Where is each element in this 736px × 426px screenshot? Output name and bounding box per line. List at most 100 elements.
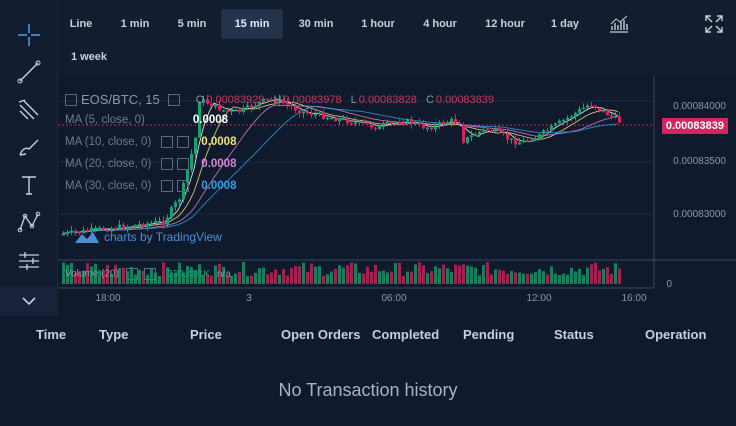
- transaction-history: Time Type Price Open Orders Completed Pe…: [0, 316, 736, 426]
- volume-bar: [338, 265, 341, 284]
- brush-icon[interactable]: [12, 133, 46, 163]
- trend-line-icon[interactable]: [12, 57, 46, 87]
- volume-bar: [398, 262, 401, 284]
- crosshair-icon[interactable]: [12, 20, 46, 50]
- col-time: Time: [36, 327, 67, 342]
- volume-bar: [94, 263, 97, 284]
- candle-body: [298, 110, 301, 114]
- volume-bar: [502, 270, 505, 284]
- col-operation: Operation: [645, 327, 707, 342]
- candle-body: [194, 137, 197, 154]
- interval-30min[interactable]: 30 min: [298, 18, 334, 30]
- candle-body: [98, 227, 101, 230]
- candle-body: [150, 222, 153, 225]
- pitchfork-icon[interactable]: [12, 95, 46, 125]
- volume-bar: [442, 264, 445, 284]
- candle-body: [130, 226, 133, 228]
- candle-body: [78, 231, 81, 234]
- price-chart[interactable]: EOS/BTC, 15 O 0.00083929 H 0.00083978 L 0.0…: [58, 76, 736, 316]
- interval-1day[interactable]: 1 day: [550, 18, 580, 30]
- volume-bar: [618, 268, 621, 284]
- candle-body: [106, 230, 109, 232]
- indicators-icon[interactable]: [607, 12, 631, 36]
- volume-bar: [378, 271, 381, 284]
- volume-bar: [330, 271, 333, 284]
- ma30-close-icon[interactable]: [177, 180, 190, 192]
- collapse-icon[interactable]: [0, 286, 58, 316]
- interval-1min[interactable]: 1 min: [120, 18, 150, 30]
- pattern-icon[interactable]: [12, 208, 46, 238]
- volume-bar: [494, 269, 497, 284]
- fullscreen-icon[interactable]: [702, 12, 726, 36]
- volume-bar: [426, 273, 429, 284]
- volume-bar: [526, 273, 529, 284]
- volume-bar: [166, 267, 169, 284]
- ma10-settings-icon[interactable]: [161, 136, 174, 148]
- interval-line[interactable]: Line: [69, 18, 93, 30]
- collapse-legend-icon[interactable]: [65, 93, 77, 106]
- candle-body: [538, 133, 541, 140]
- candle-body: [170, 207, 173, 218]
- volume-zero-tick: 0: [666, 279, 672, 290]
- ohlc-close: 0.00083839: [435, 93, 495, 106]
- candle-body: [350, 123, 353, 125]
- ma20-settings-icon[interactable]: [161, 158, 174, 170]
- candle-body: [418, 122, 421, 125]
- volume-close-icon[interactable]: [144, 268, 157, 280]
- ma30-legend: MA (30, close, 0) 0.0008: [65, 180, 236, 192]
- candle-body: [494, 128, 497, 132]
- ma-line: [61, 101, 619, 235]
- candle-body: [234, 109, 237, 112]
- volume-bar: [446, 268, 449, 284]
- interval-1hour[interactable]: 1 hour: [361, 18, 395, 30]
- volume-bar: [298, 266, 301, 284]
- volume-bar: [386, 272, 389, 284]
- candle-body: [158, 220, 161, 223]
- interval-4hour[interactable]: 4 hour: [423, 18, 457, 30]
- volume-bar: [86, 263, 89, 284]
- candle-body: [94, 227, 97, 230]
- candle-body: [598, 107, 601, 111]
- candle-body: [446, 122, 449, 125]
- volume-bar: [366, 266, 369, 284]
- symbol-settings-icon[interactable]: [167, 93, 180, 106]
- volume-bar: [78, 271, 81, 284]
- ma10-value: 0.0008: [201, 136, 237, 148]
- ma10-label: MA (10, close, 0): [65, 136, 152, 148]
- volume-bar: [358, 272, 361, 284]
- ma20-value: 0.0008: [201, 158, 237, 170]
- measure-icon[interactable]: [12, 246, 46, 276]
- candle-body: [174, 202, 177, 208]
- ma30-settings-icon[interactable]: [161, 180, 174, 192]
- candle-body: [286, 103, 289, 105]
- ma30-label: MA (30, close, 0): [65, 180, 152, 192]
- tradingview-logo-icon: [75, 232, 99, 243]
- last-price-badge: 0.00083839: [661, 118, 728, 134]
- ma10-close-icon[interactable]: [177, 136, 190, 148]
- volume-bar: [250, 275, 253, 284]
- candle-body: [506, 133, 509, 140]
- price-tick-1: 0.00084000: [673, 101, 726, 112]
- interval-5min[interactable]: 5 min: [177, 18, 207, 30]
- tradingview-watermark[interactable]: charts by TradingView: [74, 230, 222, 244]
- text-icon[interactable]: [12, 170, 46, 200]
- ma20-close-icon[interactable]: [177, 158, 190, 170]
- candle-body: [490, 130, 493, 132]
- volume-bar: [346, 265, 349, 284]
- volume-bar: [294, 266, 297, 284]
- interval-1week[interactable]: 1 week: [70, 51, 108, 63]
- volume-bar: [602, 268, 605, 284]
- candle-body: [422, 123, 425, 129]
- volume-bar: [558, 275, 561, 284]
- interval-15min[interactable]: 15 min: [221, 9, 283, 39]
- empty-history-message: No Transaction history: [278, 380, 458, 400]
- interval-12hour[interactable]: 12 hour: [485, 18, 525, 30]
- candle-body: [594, 105, 597, 108]
- candle-body: [338, 118, 341, 122]
- volume-settings-icon[interactable]: [125, 268, 138, 280]
- symbol-label: EOS/BTC, 15: [81, 92, 160, 107]
- candle-body: [250, 105, 253, 108]
- volume-bar: [334, 268, 337, 284]
- col-type: Type: [99, 327, 129, 342]
- candle-body: [114, 228, 117, 230]
